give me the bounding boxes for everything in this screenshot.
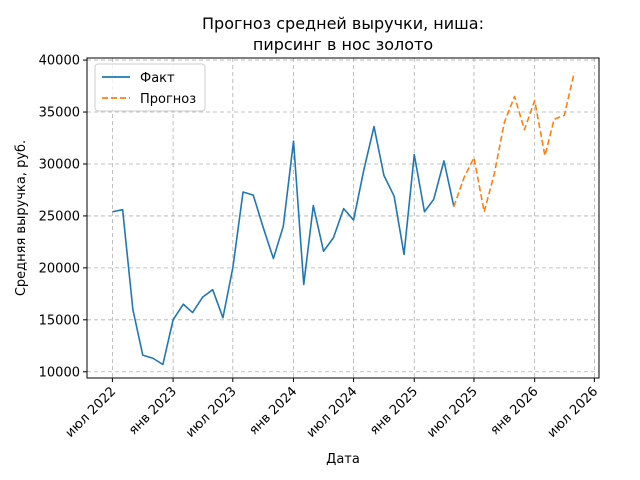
legend: Факт Прогноз: [94, 63, 206, 112]
y-axis-label: Средняя выручка, руб.: [14, 140, 29, 296]
y-tick-label: 10000: [39, 365, 80, 380]
series-layer: [112, 72, 576, 366]
grid: [87, 58, 599, 378]
series-line-forecast: [453, 72, 576, 213]
chart-title-line2: пирсинг в нос золото: [253, 35, 433, 54]
plot-frame: [86, 57, 600, 379]
y-tick-label: 25000: [39, 209, 80, 224]
x-axis-label: Дата: [326, 452, 360, 467]
legend-label-forecast: Прогноз: [140, 92, 196, 107]
y-tick-label: 20000: [39, 261, 80, 276]
y-tick-label: 30000: [39, 157, 80, 172]
legend-box: [94, 63, 206, 112]
series-line-fact: [112, 125, 455, 366]
y-tick-label: 40000: [39, 54, 80, 69]
y-tick-label: 35000: [39, 106, 80, 121]
chart-title-line1: Прогноз средней выручки, ниша:: [202, 14, 484, 33]
y-tick-label: 15000: [39, 313, 80, 328]
legend-label-fact: Факт: [140, 71, 175, 86]
y-axis-ticks: 10000 15000 20000 25000 30000 35000 40000: [39, 54, 87, 380]
